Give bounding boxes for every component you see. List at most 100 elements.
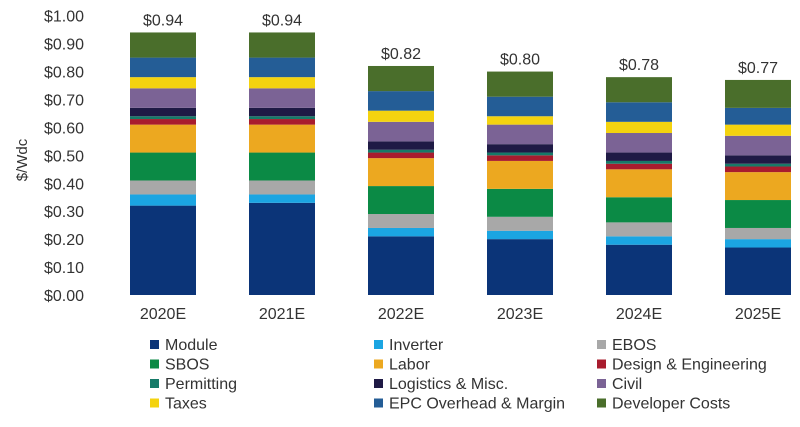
bar-segment-civil <box>487 124 553 145</box>
bar-segment-module <box>606 244 672 295</box>
legend-label: SBOS <box>165 357 209 374</box>
bar-segment-sbos <box>368 186 434 215</box>
y-tick-label: $0.00 <box>44 288 84 305</box>
bar-segment-logistics-misc- <box>725 155 791 164</box>
bar-segment-sbos <box>249 152 315 181</box>
x-tick-label: 2022E <box>378 306 424 323</box>
bar-segment-labor <box>725 172 791 201</box>
legend-swatch <box>150 379 159 388</box>
bar-segment-taxes <box>249 77 315 89</box>
legend-label: EPC Overhead & Margin <box>389 396 565 413</box>
bar-segment-ebos <box>249 180 315 195</box>
bar-segment-civil <box>249 88 315 108</box>
legend-item: Inverter <box>374 337 444 354</box>
bar-segment-ebos <box>725 227 791 240</box>
legend: Module Inverter EBOS SBOS Labor Design & Engi… <box>150 337 767 413</box>
bar-segment-design-engineering <box>725 166 791 173</box>
total-label: $0.94 <box>143 12 183 29</box>
bar-segment-sbos <box>487 188 553 217</box>
legend-swatch <box>597 398 606 408</box>
bar-segment-labor <box>368 158 434 187</box>
total-label: $0.80 <box>500 52 540 69</box>
y-axis: $0.00 $0.10 $0.20 $0.30 $0.40 $0.50 $0.60 $0.70… <box>44 9 84 305</box>
bar-segment-design-engineering <box>130 119 196 125</box>
legend-label: Taxes <box>165 396 207 413</box>
bar-stack: $0.80 <box>487 52 553 295</box>
y-tick-label: $1.00 <box>44 9 84 26</box>
bar-stack: $0.78 <box>606 57 672 295</box>
bar-segment-logistics-misc- <box>249 107 315 117</box>
y-tick-label: $0.30 <box>44 204 84 221</box>
legend-label: Logistics & Misc. <box>389 376 508 393</box>
bar-segment-module <box>487 239 553 295</box>
bar-segment-labor <box>487 160 553 189</box>
bar-segment-module <box>130 205 196 295</box>
bar-segment-permitting <box>606 160 672 164</box>
legend-item: Civil <box>597 376 642 393</box>
bar-segment-epc-overhead-margin <box>130 57 196 78</box>
legend-label: Labor <box>389 357 431 374</box>
legend-label: Civil <box>612 376 642 393</box>
bar-stack: $0.94 <box>130 12 196 295</box>
bar-segment-civil <box>606 133 672 153</box>
bar-segment-developer-costs <box>249 32 315 58</box>
y-tick-label: $0.20 <box>44 232 84 249</box>
legend-item: Taxes <box>150 396 207 413</box>
legend-swatch <box>597 340 606 349</box>
bar-segment-ebos <box>130 180 196 195</box>
bar-segment-developer-costs <box>606 77 672 103</box>
legend-label: Inverter <box>389 337 444 354</box>
x-tick-label: 2024E <box>616 306 662 323</box>
y-tick-label: $0.40 <box>44 176 84 193</box>
bar-segment-permitting <box>368 149 434 153</box>
legend-label: Module <box>165 337 218 354</box>
legend-swatch <box>374 379 383 388</box>
bar-segment-design-engineering <box>487 155 553 161</box>
legend-label: Developer Costs <box>612 396 730 413</box>
bar-segment-developer-costs <box>487 71 553 97</box>
bar-segment-module <box>249 202 315 295</box>
y-tick-label: $0.90 <box>44 37 84 54</box>
legend-item: Module <box>150 337 218 354</box>
y-tick-label: $0.60 <box>44 120 84 137</box>
x-tick-label: 2020E <box>140 306 186 323</box>
bar-segment-developer-costs <box>130 32 196 58</box>
total-label: $0.82 <box>381 46 421 63</box>
legend-item: Design & Engineering <box>597 357 767 374</box>
bar-stack: $0.94 <box>249 12 315 295</box>
legend-swatch <box>150 340 159 349</box>
total-label: $0.77 <box>738 60 778 77</box>
legend-item: Logistics & Misc. <box>374 376 508 393</box>
bar-segment-developer-costs <box>725 79 791 108</box>
bar-segment-inverter <box>725 239 791 248</box>
y-tick-label: $0.70 <box>44 92 84 109</box>
bar-segment-inverter <box>130 194 196 206</box>
legend-label: Permitting <box>165 376 237 393</box>
x-tick-label: 2021E <box>259 306 305 323</box>
total-label: $0.94 <box>262 12 302 29</box>
bar-segment-taxes <box>487 116 553 125</box>
bar-segment-labor <box>249 124 315 153</box>
legend-label: Design & Engineering <box>612 357 767 374</box>
legend-label: EBOS <box>612 337 656 354</box>
bar-segment-module <box>725 247 791 295</box>
bar-segment-epc-overhead-margin <box>725 107 791 125</box>
bar-segment-civil <box>725 135 791 156</box>
bar-stack: $0.77 <box>725 60 791 295</box>
legend-swatch <box>374 398 383 408</box>
bar-segment-permitting <box>725 163 791 167</box>
y-tick-label: $0.80 <box>44 65 84 82</box>
y-tick-label: $0.50 <box>44 148 84 165</box>
legend-swatch <box>150 398 159 408</box>
bar-segment-taxes <box>606 121 672 134</box>
bar-segment-ebos <box>606 222 672 237</box>
bar-segment-permitting <box>249 116 315 120</box>
bar-segment-taxes <box>368 110 434 122</box>
bar-segment-module <box>368 236 434 295</box>
bar-segment-labor <box>606 169 672 198</box>
bar-segment-civil <box>368 121 434 142</box>
legend-item: EPC Overhead & Margin <box>374 396 565 413</box>
bar-segment-epc-overhead-margin <box>606 102 672 122</box>
legend-swatch <box>597 359 606 369</box>
